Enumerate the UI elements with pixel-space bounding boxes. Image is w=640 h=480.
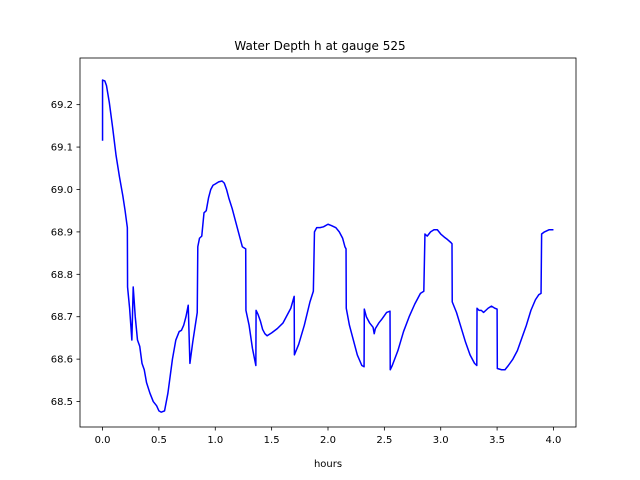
x-tick-label: 1.0 bbox=[207, 435, 223, 446]
y-tick-label: 68.6 bbox=[51, 355, 73, 366]
x-axis-ticks: 0.0 0.5 1.0 1.5 2.0 2.5 3.0 3.5 4.0 bbox=[95, 427, 562, 446]
x-tick-label: 1.5 bbox=[264, 435, 280, 446]
x-tick-label: 3.5 bbox=[489, 435, 505, 446]
x-tick-label: 3.0 bbox=[433, 435, 449, 446]
y-axis-ticks: 68.5 68.6 68.7 68.8 68.9 69.0 69.1 69.2 bbox=[51, 100, 80, 408]
x-tick-label: 0.0 bbox=[95, 435, 111, 446]
series-line-0 bbox=[101, 79, 554, 413]
x-axis-label: hours bbox=[314, 459, 342, 470]
x-tick-label: 2.0 bbox=[320, 435, 336, 446]
chart-title: Water Depth h at gauge 525 bbox=[234, 39, 405, 53]
x-tick-label: 4.0 bbox=[546, 435, 562, 446]
x-tick-label: 0.5 bbox=[151, 435, 167, 446]
y-tick-label: 69.0 bbox=[51, 185, 73, 196]
y-tick-label: 68.8 bbox=[51, 270, 73, 281]
y-tick-label: 68.7 bbox=[51, 312, 73, 323]
x-tick-label: 2.5 bbox=[376, 435, 392, 446]
y-tick-label: 68.5 bbox=[51, 397, 73, 408]
y-tick-label: 69.2 bbox=[51, 100, 73, 111]
y-tick-label: 68.9 bbox=[51, 227, 73, 238]
y-tick-label: 69.1 bbox=[51, 143, 73, 154]
